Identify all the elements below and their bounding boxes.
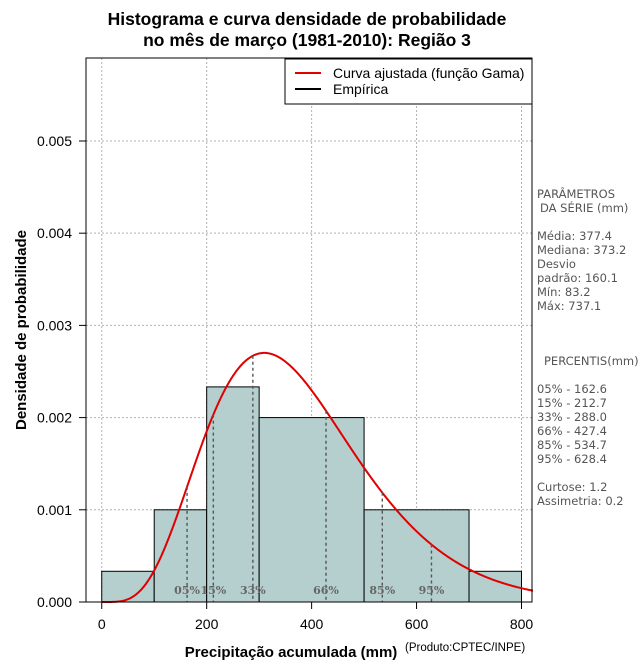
params-title-2: DA SÉRIE (mm) <box>540 201 629 215</box>
x-axis-label: Precipitação acumulada (mm) <box>185 644 398 660</box>
percentile-label-2: 33% <box>240 584 266 597</box>
histogram-bar-1 <box>153 509 208 603</box>
stat-max: Máx: 737.1 <box>537 299 602 313</box>
percentile-05: 05% - 162.6 <box>537 382 607 396</box>
y-tick-label-4: 0.004 <box>37 225 72 241</box>
legend: Curva ajustada (função Gama)Empírica <box>284 58 533 105</box>
axis-labels: Precipitação acumulada (mm) (Produto:CPTE… <box>13 230 525 660</box>
title-line-1: Histograma e curva densidade de probabil… <box>108 9 507 29</box>
percentile-85: 85% - 534.7 <box>537 438 607 452</box>
percentile-66: 66% - 427.4 <box>537 424 607 438</box>
x-tick-label-3: 600 <box>405 616 429 632</box>
x-tick-label-4: 800 <box>510 616 534 632</box>
y-tick-label-3: 0.003 <box>37 317 72 333</box>
y-tick-label-2: 0.002 <box>37 410 72 426</box>
x-tick-label-2: 400 <box>300 616 324 632</box>
histogram-bars <box>101 386 523 603</box>
y-tick-label-1: 0.001 <box>37 502 72 518</box>
stat-mediana: Mediana: 373.2 <box>537 243 627 257</box>
title-line-2: no mês de março (1981-2010): Região 3 <box>143 30 471 50</box>
percentile-label-5: 95% <box>419 584 445 597</box>
stat-desvio-2: padrão: 160.1 <box>537 271 618 285</box>
histogram-bar-2 <box>206 386 260 603</box>
y-tick-label-0: 0.000 <box>37 594 72 610</box>
x-tick-label-1: 200 <box>195 616 219 632</box>
legend-label-0: Curva ajustada (função Gama) <box>333 65 524 81</box>
percentile-label-4: 85% <box>369 584 395 597</box>
percentile-label-3: 66% <box>313 584 339 597</box>
stat-min: Mín: 83.2 <box>537 285 591 299</box>
percentile-15: 15% - 212.7 <box>537 396 607 410</box>
y-tick-label-5: 0.005 <box>37 133 72 149</box>
chart-title: Histograma e curva densidade de probabil… <box>108 9 507 50</box>
histogram-bar-0 <box>101 570 155 603</box>
source-note: (Produto:CPTEC/INPE) <box>405 642 525 654</box>
histogram-bar-3 <box>258 417 365 603</box>
stat-curtose: Curtose: 1.2 <box>537 480 608 494</box>
legend-label-1: Empírica <box>333 81 388 97</box>
stat-desvio-1: Desvio <box>537 257 576 271</box>
percentile-label-0: 05% <box>174 584 200 597</box>
legend-box <box>284 58 533 105</box>
stat-assimetria: Assimetria: 0.2 <box>537 494 624 508</box>
stat-media: Média: 377.4 <box>537 229 612 243</box>
percentile-lines: 05% 15% 33% 66% 85% 95% <box>174 355 445 602</box>
axes: 0 200 400 600 800 0.000 0.001 0.002 0.003 0.004 0.… <box>37 133 533 632</box>
percentile-label-1: 15% <box>200 584 226 597</box>
params-title-1: PARÂMETROS <box>537 187 616 201</box>
gamma-curve-layer <box>101 351 533 603</box>
plot-box <box>85 57 533 603</box>
y-axis-label: Densidade de probabilidade <box>13 230 30 430</box>
percentile-95: 95% - 628.4 <box>537 452 607 466</box>
histogram-bar-4 <box>363 509 470 603</box>
side-panel: PARÂMETROS DA SÉRIE (mm) Média: 377.4 Me… <box>537 187 640 508</box>
percentile-33: 33% - 288.0 <box>537 410 607 424</box>
gamma-curve <box>101 351 533 603</box>
plot-frame <box>85 57 533 603</box>
x-tick-label-0: 0 <box>98 616 106 632</box>
percentis-title: PERCENTIS(mm) <box>544 354 639 368</box>
